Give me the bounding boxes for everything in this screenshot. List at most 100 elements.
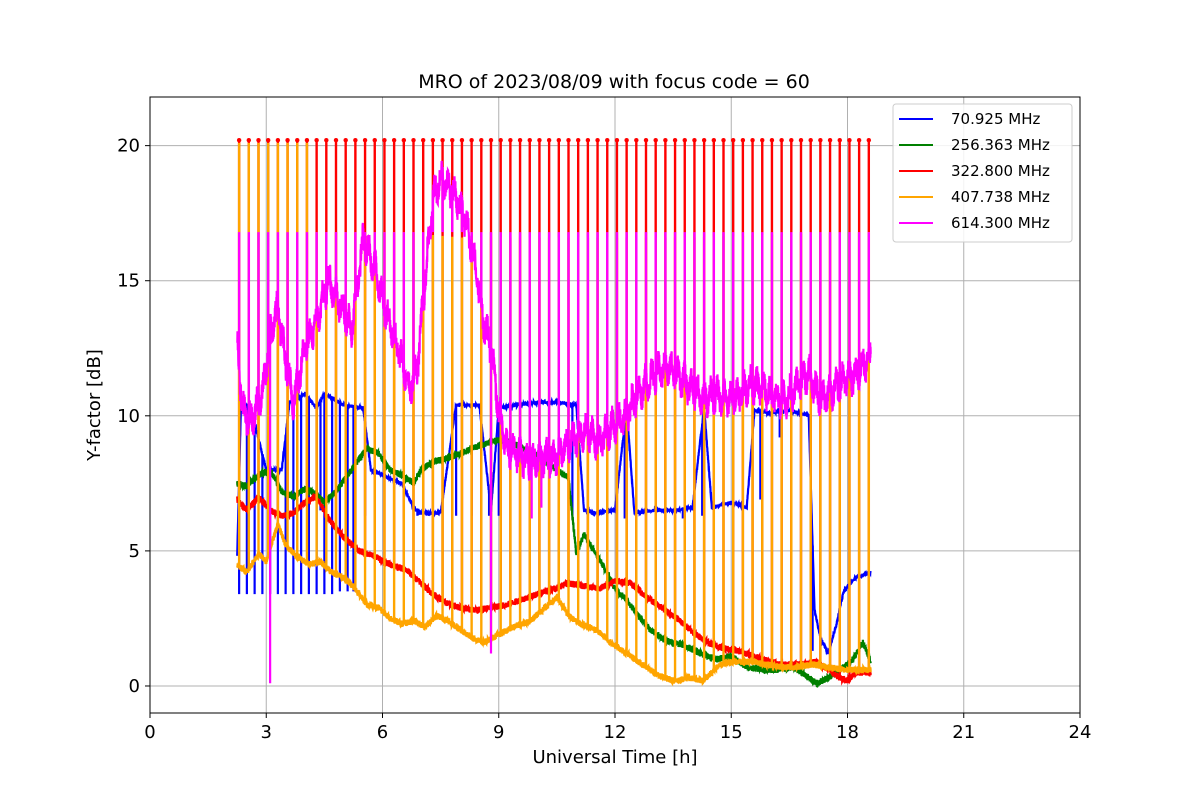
cal-peak-marker — [391, 138, 397, 143]
series-line — [236, 491, 872, 686]
cal-peak-marker — [634, 138, 639, 143]
cal-peak-marker — [411, 138, 416, 143]
cal-peak-marker — [517, 138, 523, 143]
legend-label: 407.738 MHz — [951, 188, 1050, 206]
cal-peak-marker — [256, 138, 261, 143]
chart-title: MRO of 2023/08/09 with focus code = 60 — [418, 71, 810, 93]
legend-label: 614.300 MHz — [951, 214, 1050, 232]
cal-peak-marker — [653, 138, 658, 143]
cal-peak-marker — [566, 138, 571, 143]
cal-peak-marker — [605, 138, 610, 143]
y-tick-label: 15 — [117, 271, 140, 292]
cal-peak-marker — [624, 138, 629, 143]
cal-peak-marker — [672, 138, 678, 143]
cal-peak-marker — [682, 138, 687, 143]
cal-peak-marker — [585, 138, 591, 143]
cal-peak-marker — [420, 138, 426, 143]
cal-peak-marker — [701, 138, 707, 143]
y-tick-label: 0 — [129, 676, 140, 697]
cal-peak-marker — [372, 138, 377, 143]
legend-label: 322.800 MHz — [951, 162, 1050, 180]
series-layer — [236, 138, 872, 688]
cal-peak-marker — [295, 138, 300, 143]
x-tick-label: 21 — [952, 722, 975, 743]
cal-peak-marker — [498, 138, 503, 143]
x-tick-label: 12 — [604, 722, 627, 743]
cal-peak-marker — [827, 138, 833, 143]
cal-peak-marker — [314, 138, 319, 143]
x-tick-label: 18 — [836, 722, 859, 743]
cal-peak-marker — [488, 138, 494, 143]
cal-peak-marker — [479, 138, 484, 143]
cal-peak-marker — [430, 138, 436, 143]
cal-peak-marker — [537, 138, 542, 143]
x-tick-label: 3 — [261, 722, 272, 743]
cal-peak-marker — [450, 138, 455, 143]
cal-peak-marker — [343, 138, 348, 143]
cal-peak-marker — [818, 138, 823, 143]
legend: 70.925 MHz 256.363 MHz 322.800 MHz 407.738 … — [892, 103, 1073, 243]
cal-peak-marker — [721, 138, 726, 143]
y-axis-label: Y-factor [dB] — [84, 349, 105, 462]
cal-peak-marker — [440, 138, 445, 143]
x-tick-label: 0 — [144, 722, 155, 743]
series-5 — [236, 160, 872, 684]
cal-peak-marker — [324, 138, 329, 143]
x-tick-label: 9 — [493, 722, 504, 743]
cal-peak-marker — [663, 138, 668, 143]
cal-peak-marker — [333, 138, 339, 143]
cal-peak-marker — [856, 138, 862, 143]
cal-peak-marker — [382, 138, 387, 143]
cal-peak-marker — [556, 138, 562, 143]
cal-peak-marker — [750, 138, 755, 143]
series-line — [236, 390, 872, 656]
legend-label: 256.363 MHz — [951, 136, 1050, 154]
cal-peak-marker — [711, 138, 717, 143]
cal-peak-marker — [779, 138, 784, 143]
cal-peak-marker — [353, 138, 358, 143]
cal-peak-marker — [740, 138, 746, 143]
cal-peak-marker — [730, 138, 736, 143]
cal-peak-marker — [275, 138, 281, 143]
cal-peak-marker — [265, 138, 271, 143]
cal-peak-marker — [508, 138, 513, 143]
cal-peak-marker — [546, 138, 552, 143]
cal-peak-marker — [459, 138, 465, 143]
cal-peak-marker — [246, 138, 252, 143]
cal-peak-marker — [837, 138, 842, 143]
x-axis-label: Universal Time [h] — [532, 747, 697, 768]
cal-peak-marker — [527, 138, 532, 143]
y-tick-label: 10 — [117, 406, 140, 427]
cal-peak-marker — [304, 138, 310, 143]
cal-peak-marker — [798, 138, 804, 143]
cal-peak-marker — [595, 138, 600, 143]
cal-peak-marker — [760, 138, 765, 143]
cal-peak-marker — [847, 138, 852, 143]
cal-peak-marker — [643, 138, 649, 143]
series-line — [236, 522, 872, 687]
x-tick-label: 24 — [1069, 722, 1092, 743]
x-axis: 0 3 6 9 12 15 18 21 24 — [144, 713, 1091, 743]
series-line — [236, 160, 872, 481]
y-tick-label: 20 — [117, 136, 140, 157]
y-tick-label: 5 — [129, 541, 140, 562]
legend-label: 70.925 MHz — [951, 110, 1040, 128]
cal-peak-marker — [401, 138, 407, 143]
cal-peak-marker — [866, 138, 872, 143]
legend-box — [892, 103, 1073, 243]
cal-peak-marker — [614, 138, 620, 143]
cal-peak-marker — [769, 138, 775, 143]
x-tick-label: 6 — [377, 722, 388, 743]
cal-peak-marker — [692, 138, 697, 143]
cal-peak-marker — [469, 138, 474, 143]
y-axis: 0 5 10 15 20 — [117, 136, 150, 697]
x-tick-label: 15 — [720, 722, 743, 743]
cal-peak-marker — [575, 138, 581, 143]
cal-peak-marker — [789, 138, 794, 143]
cal-peak-marker — [285, 138, 290, 143]
cal-peak-marker — [236, 138, 242, 143]
plot-area — [236, 138, 872, 688]
cal-peak-marker — [808, 138, 813, 143]
cal-peak-marker — [362, 138, 368, 143]
